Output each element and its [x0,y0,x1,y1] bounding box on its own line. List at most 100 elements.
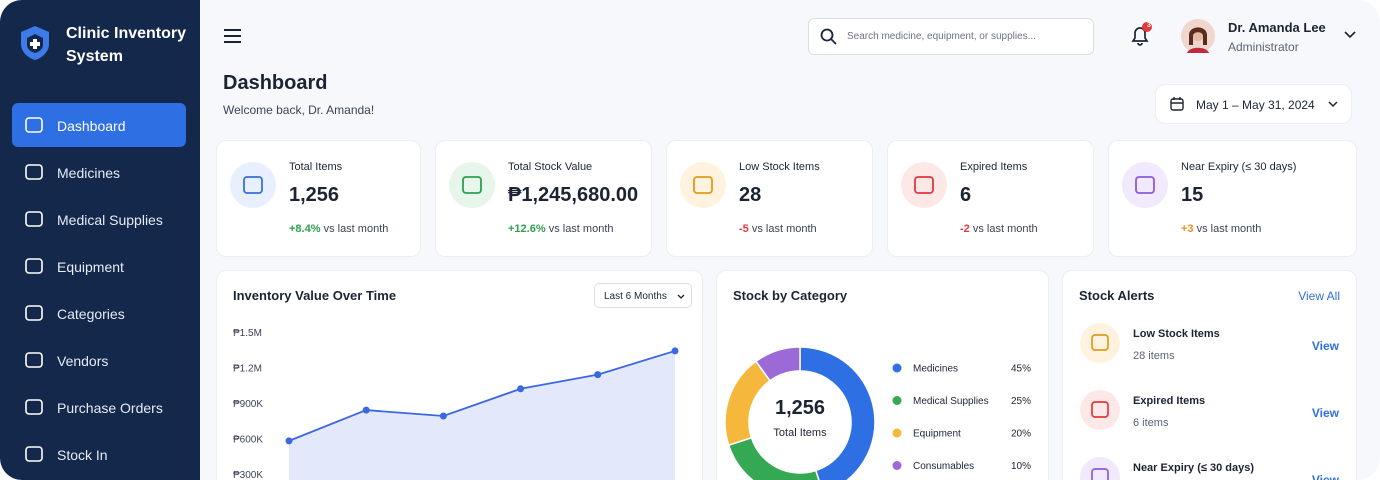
icon-shape [25,305,43,321]
stat-label: Near Expiry (≤ 30 days) [1181,161,1297,173]
legend-value: 25% [1011,396,1031,407]
point [285,437,293,445]
nav-label: Categories [57,306,125,322]
stat-card: Expired Items 6 -2 vs last month [887,140,1094,257]
legend-dot [892,428,902,438]
icon-shape [25,164,43,180]
stat-icon [901,162,947,208]
user-menu-chevron[interactable] [1344,31,1356,39]
chart-title: Inventory Value Over Time [233,288,397,303]
chart-title: Stock by Category [733,288,848,303]
change-value: -5 [739,223,749,235]
nav-label: Stock In [57,447,108,463]
donut-segment [799,346,876,480]
app-name: Clinic Inventory System [66,25,187,65]
chevron [1328,101,1338,108]
y-tick-label: ₱1.5M [233,328,262,339]
icon-shape [25,211,43,227]
nav-label: Medicines [57,165,121,181]
center-value: 1,256 [775,397,825,419]
user-role: Administrator [1228,40,1299,54]
stat-card: Total Items 1,256 +8.4% vs last month [216,140,421,257]
icon-shape [1091,401,1109,418]
stat-card: Near Expiry (≤ 30 days) 15 +3 vs last mont… [1108,140,1357,257]
notification-bell[interactable] [1128,22,1158,48]
stat-icon [680,162,726,208]
notification-count: 3 [1147,22,1151,29]
nav-icon [25,164,43,180]
nav-label: Dashboard [57,118,126,134]
donut-segment [754,346,801,382]
icon-bg [1080,323,1120,363]
icon-bg [680,162,726,208]
nav-item[interactable]: Medicines [12,150,186,194]
calendar-icon [1170,97,1184,111]
alert-action[interactable]: View [1311,406,1339,420]
legend-dot [892,461,902,470]
stat-value: 6 [960,184,972,206]
alert-action[interactable]: View [1311,339,1339,353]
donut-segment [724,360,772,447]
y-tick-label: ₱1.2M [233,364,262,375]
page-title: Dashboard [223,72,328,94]
icon-shape [25,446,43,462]
point [362,406,370,414]
stat-value: 1,256 [289,184,340,206]
stat-value: 28 [739,184,762,206]
change-text: vs last month [1196,223,1262,235]
view-all-link[interactable]: View All [1298,289,1340,303]
stat-change: -2 vs last month [960,223,1038,235]
stat-value: 15 [1181,184,1204,206]
stat-change: +3 vs last month [1181,223,1261,235]
stat-label: Low Stock Items [739,161,820,173]
y-tick-label: ₱600K [233,435,263,446]
stat-change: -5 vs last month [739,223,817,235]
legend-label: Medicines [913,364,958,375]
legend-value: 10% [1011,461,1031,472]
search-box[interactable]: Search medicine, equipment, or supplies.… [808,18,1094,55]
legend-label: Medical Supplies [913,396,989,407]
stat-card: Low Stock Items 28 -5 vs last month [666,140,873,257]
alert-icon [1080,323,1120,363]
nav-label: Purchase Orders [57,400,163,416]
stat-value: ₱1,245,680.00 [508,184,639,206]
period-filter[interactable]: Last 6 Months [594,283,692,308]
user-name: Dr. Amanda Lee [1228,20,1326,35]
icon-bg [1122,162,1168,208]
nav-item[interactable]: Vendors [12,338,186,382]
nav-icon [25,399,43,415]
alert-icon [1080,457,1120,480]
change-text: vs last month [751,223,817,235]
donut-segment [727,436,820,480]
alert-detail: 28 items [1133,350,1175,362]
nav-item[interactable]: Medical Supplies [12,197,186,241]
date-range-picker[interactable]: May 1 – May 31, 2024 [1155,84,1352,124]
area [289,350,675,480]
nav-item[interactable]: Purchase Orders [12,385,186,429]
nav-item[interactable]: Dashboard [12,103,186,147]
legend-value: 45% [1011,364,1031,375]
icon-shape [25,117,43,133]
change-value: +12.6% [508,223,546,235]
change-text: vs last month [972,223,1038,235]
nav-label: Vendors [57,353,109,369]
center-label: Total Items [773,427,827,439]
nav-label: Medical Supplies [57,212,163,228]
change-value: +3 [1181,223,1194,235]
icon-bg [1080,390,1120,430]
nav-item[interactable]: Equipment [12,244,186,288]
avatar[interactable] [1181,19,1215,53]
date-range: May 1 – May 31, 2024 [1196,98,1315,112]
point [594,371,602,379]
alerts-title: Stock Alerts [1079,288,1155,303]
menu-button[interactable] [223,28,243,44]
nav-item[interactable]: Stock In [12,432,186,476]
icon-shape [693,176,713,194]
stock-alerts-panel: Stock Alerts View All Low Stock Items 28 … [1062,270,1357,480]
nav-item[interactable]: Categories [12,291,186,335]
alert-action[interactable]: View [1311,473,1339,480]
icon-shape [25,399,43,415]
legend-label: Consumables [913,461,974,472]
chevron [677,294,685,299]
